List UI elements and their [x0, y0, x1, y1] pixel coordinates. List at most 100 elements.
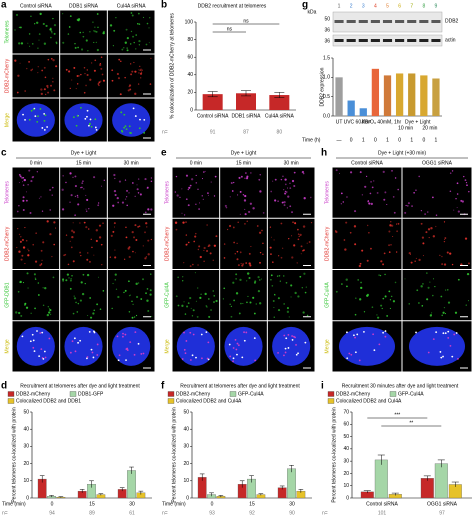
spot [80, 73, 82, 76]
spot [87, 314, 89, 317]
spot [22, 113, 24, 116]
spot [394, 281, 397, 284]
spot [22, 176, 25, 179]
spot [373, 180, 375, 182]
spot [130, 63, 132, 65]
spot [210, 181, 212, 183]
n-value: 80 [277, 129, 283, 135]
spot [95, 239, 98, 243]
spot [133, 61, 135, 64]
spot [408, 252, 411, 255]
spot [174, 221, 178, 224]
y-tick-label: 20 [183, 461, 189, 467]
spot [291, 339, 294, 341]
spot [281, 201, 284, 204]
spot [37, 47, 39, 49]
spot [43, 129, 46, 131]
spot [135, 48, 137, 50]
spot [234, 338, 237, 341]
spot [353, 334, 355, 337]
spot [53, 24, 57, 27]
spot [425, 231, 428, 234]
spot [289, 187, 292, 189]
spot [390, 295, 393, 298]
spot [24, 304, 26, 306]
spot [21, 254, 24, 257]
spot [149, 289, 152, 292]
spot [297, 233, 300, 235]
spot [453, 209, 455, 211]
spot [310, 222, 313, 224]
spot [250, 172, 252, 174]
spot [38, 197, 40, 199]
spot [70, 278, 72, 280]
spot [40, 249, 43, 252]
spot [250, 245, 252, 248]
spot [240, 302, 242, 305]
spot [209, 252, 212, 255]
legend-label: DDB1-GFP [78, 391, 104, 397]
spot [96, 343, 99, 346]
spot [270, 278, 272, 281]
spot [381, 307, 383, 310]
spot [145, 292, 147, 295]
spot [53, 243, 55, 246]
spot [444, 238, 446, 241]
spot [72, 231, 76, 234]
spot [367, 199, 369, 202]
spot [132, 250, 134, 253]
spot [208, 244, 211, 247]
y-tick-label: 0 [190, 107, 193, 113]
spot [96, 13, 99, 15]
n-value: 97 [439, 510, 445, 516]
spot [187, 302, 190, 304]
mw-marker: 36 [324, 38, 330, 44]
spot [212, 290, 214, 292]
y-tick-label: 30 [23, 444, 29, 450]
spot [90, 125, 93, 128]
bar [434, 463, 448, 499]
spot [34, 278, 37, 281]
spot [391, 169, 393, 172]
spot [53, 32, 56, 35]
spot [447, 289, 449, 291]
spot [122, 335, 124, 338]
spot [182, 276, 184, 278]
spot [90, 316, 93, 319]
spot [137, 83, 140, 85]
spot [34, 260, 38, 263]
spot [439, 351, 442, 353]
spot [283, 204, 286, 207]
spot [282, 189, 285, 191]
spot [372, 333, 375, 336]
spot [300, 245, 303, 248]
panel-label: b [161, 0, 167, 11]
spot [308, 241, 311, 243]
legend-swatch [7, 398, 15, 404]
spot [238, 312, 241, 315]
category-label: 15 [249, 501, 255, 507]
spot [81, 186, 83, 189]
spot [230, 305, 233, 308]
spot [137, 178, 140, 180]
spot [185, 234, 188, 236]
spot [290, 284, 293, 287]
spot [207, 194, 209, 196]
spot [62, 41, 65, 44]
spot [36, 121, 39, 123]
legend-label: GFP-Cul4A [238, 391, 264, 397]
spot [77, 196, 79, 198]
spot [456, 207, 458, 209]
spot [114, 256, 117, 259]
spot [195, 182, 198, 184]
spot [21, 238, 25, 242]
spot [270, 236, 272, 238]
spot [192, 263, 194, 266]
spot [83, 188, 85, 190]
spot [195, 232, 197, 235]
spot [389, 224, 392, 227]
spot [114, 249, 116, 251]
y-tick-label: 70 [343, 409, 349, 415]
spot [147, 309, 150, 312]
spot [198, 245, 201, 248]
